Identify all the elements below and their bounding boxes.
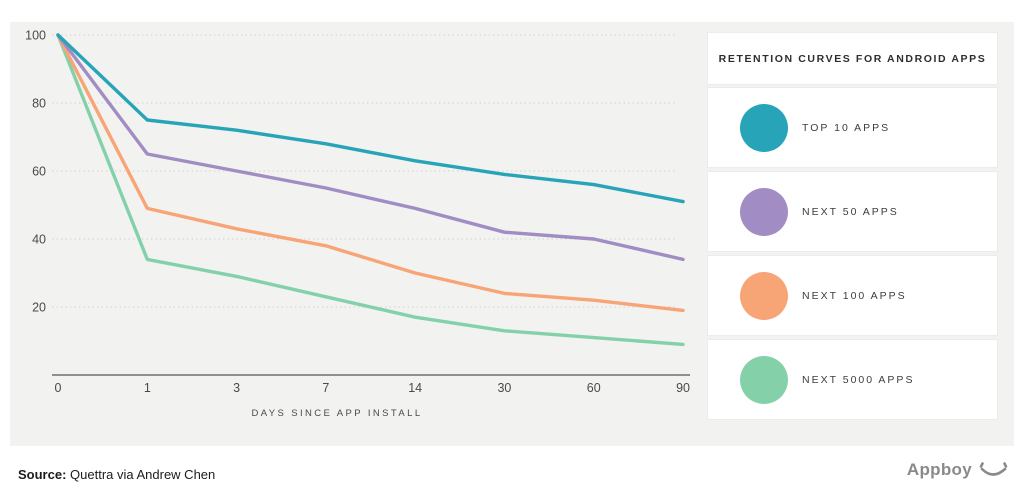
- legend-item-label: NEXT 5000 APPS: [802, 373, 915, 386]
- svg-text:80: 80: [32, 97, 46, 111]
- smiley-face-icon: [979, 462, 1008, 476]
- svg-text:DAYS SINCE APP INSTALL: DAYS SINCE APP INSTALL: [251, 408, 422, 419]
- series-color-dot: [740, 187, 788, 236]
- svg-text:100: 100: [25, 29, 46, 43]
- svg-text:20: 20: [32, 301, 46, 315]
- legend-title-text: RETENTION CURVES FOR ANDROID APPS: [718, 52, 987, 65]
- svg-text:60: 60: [587, 381, 601, 395]
- source-line: Source: Quettra via Andrew Chen: [18, 467, 215, 482]
- legend: RETENTION CURVES FOR ANDROID APPS TOP 10…: [707, 32, 998, 423]
- svg-text:0: 0: [55, 381, 62, 395]
- source-text: Quettra via Andrew Chen: [66, 467, 216, 482]
- legend-item-label: NEXT 100 APPS: [802, 289, 907, 302]
- series-color-dot: [740, 355, 788, 404]
- legend-item-next-50: NEXT 50 APPS: [707, 171, 998, 252]
- svg-text:7: 7: [322, 381, 329, 395]
- legend-item-label: NEXT 50 APPS: [802, 205, 899, 218]
- svg-text:30: 30: [497, 381, 511, 395]
- legend-item-next-100: NEXT 100 APPS: [707, 255, 998, 336]
- svg-text:90: 90: [676, 381, 690, 395]
- legend-item-next-5000: NEXT 5000 APPS: [707, 339, 998, 420]
- svg-text:1: 1: [144, 381, 151, 395]
- svg-text:60: 60: [32, 165, 46, 179]
- series-color-dot: [740, 271, 788, 320]
- svg-text:3: 3: [233, 381, 240, 395]
- svg-text:40: 40: [32, 233, 46, 247]
- appboy-wordmark: Appboy: [906, 460, 972, 479]
- svg-text:14: 14: [408, 381, 422, 395]
- legend-item-label: TOP 10 APPS: [802, 121, 891, 134]
- chart-panel: 20 40 60 80 100 0 1 3 7 14 30 60 90 DAYS SINCE APP IN…: [10, 22, 1014, 446]
- legend-title: RETENTION CURVES FOR ANDROID APPS: [707, 32, 998, 85]
- legend-item-top-10: TOP 10 APPS: [707, 87, 998, 168]
- appboy-logo: Appboy: [907, 460, 1010, 480]
- source-label: Source:: [18, 467, 67, 482]
- retention-line-chart: 20 40 60 80 100 0 1 3 7 14 30 60 90 DAYS SINCE APP IN…: [25, 29, 690, 420]
- series-color-dot: [740, 103, 788, 152]
